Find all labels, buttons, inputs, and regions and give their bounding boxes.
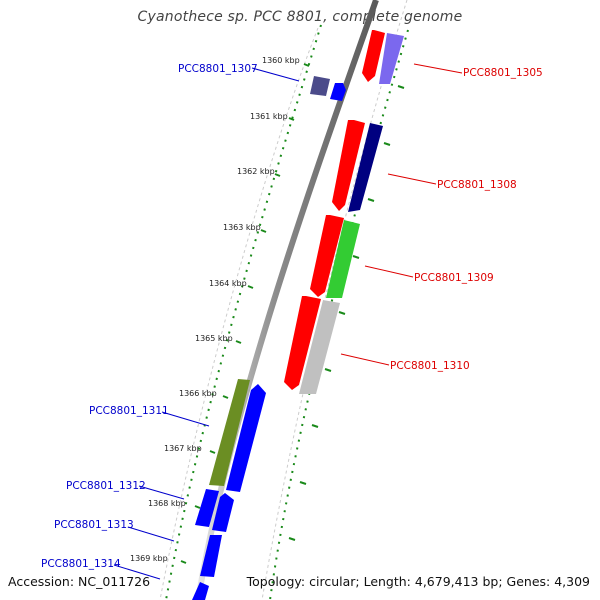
leader-1312 — [138, 485, 185, 500]
scale-tick — [260, 229, 267, 233]
gene-1313[interactable] — [200, 535, 222, 577]
tick-label: 1369 kbp — [130, 554, 168, 563]
scale-tick — [288, 117, 295, 121]
gene-label-1311[interactable]: PCC8801_1311 — [89, 405, 169, 417]
gene-1309-feature-green[interactable] — [326, 220, 360, 298]
gene-1309[interactable] — [310, 215, 360, 298]
scale-tick — [274, 173, 281, 177]
gene-1310[interactable] — [284, 296, 340, 394]
gene-label-1314[interactable]: PCC8801_1314 — [41, 558, 121, 570]
gene-1312-feature-blue-b[interactable] — [212, 493, 234, 532]
gene-1308[interactable] — [332, 120, 383, 212]
leader-1310 — [340, 353, 390, 366]
leader-1308 — [387, 173, 437, 185]
tick-label: 1362 kbp — [237, 167, 275, 176]
gene-1305[interactable] — [362, 30, 404, 84]
scale-tick — [222, 395, 229, 399]
gene-label-1310[interactable]: PCC8801_1310 — [390, 360, 470, 372]
map-title: Cyanothece sp. PCC 8801, complete genome — [137, 9, 463, 25]
leader-1307 — [251, 67, 300, 82]
scale-tick — [194, 505, 201, 509]
tick-label: 1368 kbp — [148, 499, 186, 508]
outer-track-right — [261, 0, 408, 600]
gene-1308-feature-red[interactable] — [332, 120, 365, 211]
gene-label-1309[interactable]: PCC8801_1309 — [414, 272, 494, 284]
accession-text: Accession: NC_011726 — [8, 574, 151, 589]
gene-label-1305[interactable]: PCC8801_1305 — [463, 67, 543, 79]
gene-1312-feature-blue-a[interactable] — [195, 489, 219, 527]
gene-label-1312[interactable]: PCC8801_1312 — [66, 480, 146, 492]
scale-tick — [209, 450, 216, 454]
tick-label: 1361 kbp — [250, 112, 288, 121]
gene-label-1307[interactable]: PCC8801_1307 — [178, 63, 258, 75]
gene-1310-feature-red[interactable] — [284, 296, 321, 390]
gene-1305-feature-red[interactable] — [362, 30, 385, 82]
leader-lines — [113, 63, 463, 580]
gene-1305-feature-lavender[interactable] — [379, 33, 404, 84]
gene-1307-feature-navy[interactable] — [310, 76, 330, 96]
scale-dotted-track — [165, 24, 322, 600]
scale-tick — [247, 285, 254, 289]
topology-text: Topology: circular; Length: 4,679,413 bp… — [246, 574, 590, 589]
tick-label: 1365 kbp — [195, 334, 233, 343]
gene-1313-feature-blue[interactable] — [200, 535, 222, 577]
gene-1314[interactable] — [192, 582, 209, 600]
scale-ticks: 1360 kbp 1361 kbp 1362 kbp 1363 kbp 1364… — [130, 56, 310, 564]
gene-1311-feature-blue[interactable] — [226, 384, 266, 492]
tick-label: 1364 kbp — [209, 279, 247, 288]
leader-1314 — [113, 564, 161, 580]
gene-label-1308[interactable]: PCC8801_1308 — [437, 179, 517, 191]
scale-tick — [180, 560, 187, 564]
gene-1312[interactable] — [195, 489, 234, 532]
leader-1313 — [127, 526, 175, 542]
outer-track-left — [159, 27, 319, 600]
gene-label-1313[interactable]: PCC8801_1313 — [54, 519, 134, 531]
gene-1311-feature-olive[interactable] — [209, 379, 250, 486]
tick-label: 1367 kbp — [164, 444, 202, 453]
reverse-dotted-track — [269, 29, 409, 600]
gene-1314-feature-blue[interactable] — [192, 582, 209, 600]
scale-tick — [303, 63, 310, 67]
tick-label: 1366 kbp — [179, 389, 217, 398]
tick-label: 1363 kbp — [223, 223, 261, 232]
gene-1307-feature-blue[interactable] — [330, 83, 346, 101]
reverse-track-ticks — [288, 85, 405, 541]
scale-tick — [235, 340, 242, 344]
gene-1311[interactable] — [209, 379, 266, 492]
leader-1311 — [161, 411, 210, 427]
leader-1305 — [413, 63, 463, 74]
gene-1310-feature-gray[interactable] — [299, 300, 340, 394]
gene-1309-feature-red[interactable] — [310, 215, 344, 297]
genome-backbone — [195, 0, 379, 600]
gene-labels[interactable]: PCC8801_1305 PCC8801_1307 PCC8801_1308 P… — [41, 63, 543, 570]
gene-1307[interactable] — [310, 76, 346, 101]
leader-1309 — [364, 265, 414, 278]
tick-label: 1360 kbp — [262, 56, 300, 65]
gene-1308-feature-navy[interactable] — [348, 123, 383, 212]
